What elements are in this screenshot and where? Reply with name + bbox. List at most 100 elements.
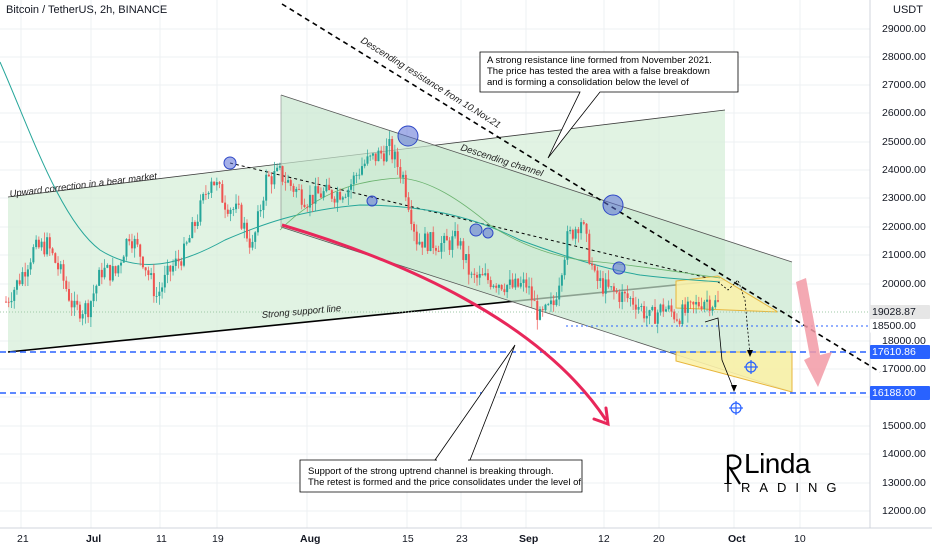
candle-body xyxy=(273,171,276,185)
candle-body xyxy=(174,258,177,266)
candle-body xyxy=(333,198,336,203)
price-tag-level: 16188.00 xyxy=(870,386,930,400)
callout-line: A strong resistance line formed from Nov… xyxy=(487,55,712,66)
candle-body xyxy=(26,269,29,277)
price-tick: 26000.00 xyxy=(882,107,926,119)
candle-body xyxy=(637,306,640,310)
candle-body xyxy=(492,285,495,288)
candle-body xyxy=(470,273,473,275)
candle-body xyxy=(191,222,194,239)
candle-body xyxy=(213,181,216,186)
candle-body xyxy=(514,278,517,288)
candle-body xyxy=(486,273,489,281)
candle-body xyxy=(421,241,424,248)
logo-sub-text: TRADING xyxy=(724,480,846,495)
candle-body xyxy=(388,139,391,146)
callout-line: and is forming a consolidation below the… xyxy=(487,77,689,88)
price-tick: 23000.00 xyxy=(882,192,926,204)
candle-body xyxy=(207,192,210,195)
candle-body xyxy=(166,265,169,275)
candle-body xyxy=(109,264,112,281)
candle-body xyxy=(103,267,106,278)
candle-body xyxy=(67,288,70,301)
candle-body xyxy=(560,275,563,286)
candle-body xyxy=(218,182,221,185)
price-tick: 12000.00 xyxy=(882,505,926,517)
candle-body xyxy=(700,306,703,309)
candle-body xyxy=(363,163,366,167)
candle-body xyxy=(76,300,79,305)
candle-body xyxy=(596,270,599,281)
candle-body xyxy=(495,285,498,288)
candle-body xyxy=(73,300,76,308)
time-tick: 20 xyxy=(653,533,665,545)
candle-body xyxy=(437,250,440,252)
candle-body xyxy=(426,233,429,252)
price-tick: 15000.00 xyxy=(882,420,926,432)
price-tag-level: 17610.86 xyxy=(870,345,930,359)
candle-body xyxy=(265,174,268,201)
candle-body xyxy=(434,248,437,251)
candle-body xyxy=(451,236,454,250)
candle-body xyxy=(215,182,218,186)
candle-body xyxy=(81,314,84,319)
candle-body xyxy=(695,302,698,305)
candle-body xyxy=(497,284,500,288)
candle-body xyxy=(7,301,10,303)
candle-body xyxy=(117,265,120,274)
price-tag-level: 18500.00 xyxy=(870,319,930,333)
candle-body xyxy=(141,256,144,268)
candle-body xyxy=(634,304,637,310)
candle-body xyxy=(322,191,325,198)
candle-body xyxy=(172,265,175,272)
target-marker xyxy=(729,360,758,415)
candle-body xyxy=(336,191,339,203)
candle-body xyxy=(377,150,380,162)
candle-body xyxy=(443,235,446,244)
time-tick: 15 xyxy=(402,533,414,545)
candle-body xyxy=(689,301,692,303)
candle-body xyxy=(500,284,503,290)
candle-body xyxy=(355,175,358,176)
price-tick: 27000.00 xyxy=(882,79,926,91)
candle-body xyxy=(544,304,547,311)
candle-body xyxy=(643,306,646,319)
candle-body xyxy=(35,239,38,248)
candle-body xyxy=(341,197,344,200)
candle-body xyxy=(15,280,18,290)
candle-body xyxy=(204,193,207,195)
candle-body xyxy=(577,229,580,234)
candle-body xyxy=(382,153,385,162)
candle-body xyxy=(240,204,243,229)
price-tick: 17000.00 xyxy=(882,363,926,375)
candle-body xyxy=(706,299,709,302)
candle-body xyxy=(604,279,607,294)
candle-body xyxy=(618,292,621,302)
candle-body xyxy=(508,279,511,285)
candle-body xyxy=(339,191,342,200)
candle-body xyxy=(210,181,213,193)
candle-body xyxy=(248,238,251,248)
candle-body xyxy=(158,291,161,296)
candle-body xyxy=(24,272,27,277)
candle-body xyxy=(391,139,394,160)
linda-trading-logo: Linda TRADING xyxy=(722,448,837,498)
candle-body xyxy=(70,300,73,308)
candle-body xyxy=(385,145,388,162)
candle-body xyxy=(152,273,155,297)
candle-body xyxy=(659,304,662,313)
time-tick: 10 xyxy=(794,533,806,545)
candle-body xyxy=(445,235,448,241)
candle-body xyxy=(478,273,481,278)
candle-body xyxy=(629,298,632,299)
candle-body xyxy=(120,262,123,266)
candle-body xyxy=(256,211,259,233)
candle-body xyxy=(89,301,92,318)
candle-body xyxy=(569,229,572,232)
candle-body xyxy=(459,241,462,246)
candle-body xyxy=(566,231,569,260)
candle-body xyxy=(10,300,13,303)
candle-body xyxy=(98,269,101,286)
candle-body xyxy=(78,304,81,319)
